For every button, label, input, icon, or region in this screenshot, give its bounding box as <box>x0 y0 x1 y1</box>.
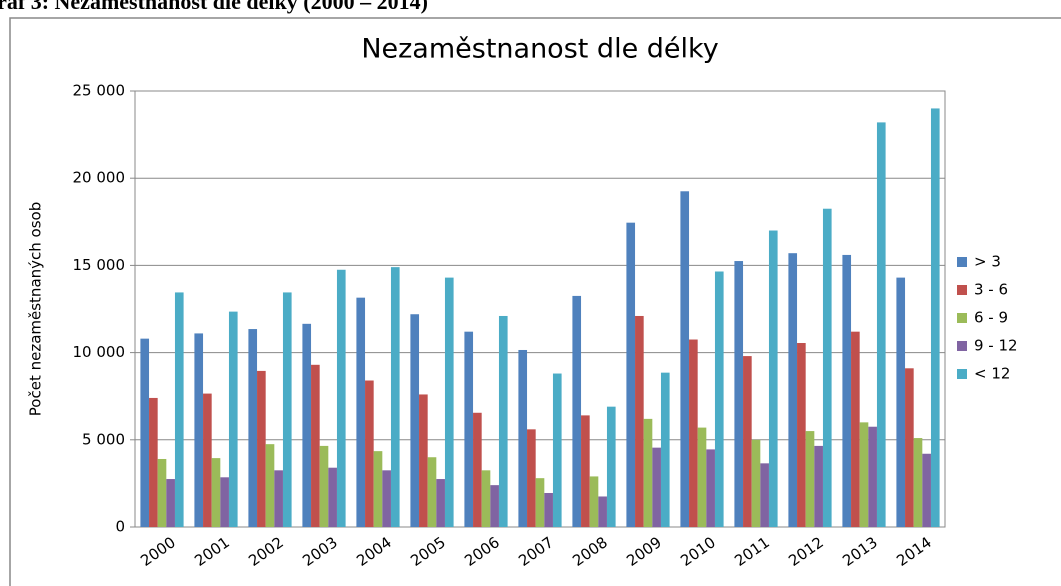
y-tick-label: 25 000 <box>73 82 126 100</box>
bar <box>652 447 661 527</box>
bar <box>140 338 150 527</box>
bar <box>282 292 292 527</box>
bar <box>598 496 607 527</box>
bar <box>714 271 724 527</box>
bar <box>464 331 474 527</box>
bar <box>436 479 445 527</box>
bar <box>851 331 860 527</box>
bar <box>149 397 158 527</box>
bar <box>768 230 778 527</box>
bar <box>302 323 312 527</box>
bar <box>814 445 823 527</box>
legend-label: 3 - 6 <box>974 281 1008 299</box>
bar <box>905 368 914 527</box>
bar <box>203 393 212 527</box>
legend-swatch <box>957 341 967 351</box>
bar <box>689 339 698 527</box>
y-tick-label: 10 000 <box>73 343 126 361</box>
legend-label: < 12 <box>974 365 1010 383</box>
bar <box>157 458 167 527</box>
bar <box>572 295 582 527</box>
y-tick-label: 15 000 <box>73 256 126 274</box>
bar <box>660 372 670 527</box>
bar <box>473 412 482 527</box>
bar <box>527 429 536 527</box>
bar <box>328 467 337 527</box>
bar <box>788 253 798 527</box>
bar <box>706 449 715 527</box>
bar <box>643 418 653 527</box>
bar <box>606 406 616 527</box>
bar <box>680 191 690 527</box>
bar <box>174 292 184 527</box>
bar <box>859 422 869 527</box>
bar <box>248 329 258 527</box>
bar <box>544 492 553 527</box>
bar <box>481 470 491 527</box>
bar <box>365 380 374 527</box>
bar <box>922 453 931 527</box>
bar <box>336 269 346 527</box>
bar <box>868 426 877 527</box>
legend-label: > 3 <box>974 253 1001 271</box>
bar <box>518 349 528 527</box>
chart-title: Nezaměstnanost dle délky <box>361 34 718 65</box>
bar <box>356 297 366 527</box>
bar <box>552 373 562 527</box>
bar <box>166 479 175 527</box>
bar <box>410 314 420 527</box>
legend-swatch <box>957 257 967 267</box>
bar <box>797 343 806 527</box>
bar <box>498 315 508 527</box>
legend-label: 6 - 9 <box>974 309 1008 327</box>
bar <box>805 431 815 527</box>
bar <box>635 315 644 527</box>
bar <box>390 267 400 527</box>
bar <box>743 356 752 527</box>
bar <box>842 254 852 527</box>
bar <box>734 261 744 527</box>
bar <box>589 476 599 527</box>
bar <box>581 415 590 527</box>
y-tick-label: 20 000 <box>73 169 126 187</box>
bar <box>697 427 707 527</box>
bar <box>444 277 454 527</box>
bar <box>311 364 320 527</box>
bar <box>760 463 769 527</box>
bar <box>265 444 275 527</box>
legend-swatch <box>957 285 967 295</box>
bar <box>319 445 329 527</box>
bar <box>490 485 499 527</box>
y-axis-label: Počet nezaměstnaných osob <box>27 202 45 416</box>
legend-label: 9 - 12 <box>974 337 1018 355</box>
bar <box>535 478 545 527</box>
bar <box>228 311 238 527</box>
y-tick-label: 5 000 <box>82 430 125 448</box>
bar <box>211 458 221 527</box>
bar <box>822 208 832 527</box>
legend-swatch <box>957 313 967 323</box>
bar <box>626 222 636 527</box>
bar <box>930 108 940 527</box>
bar <box>427 457 437 527</box>
bar <box>257 370 266 527</box>
y-tick-label: 0 <box>115 518 125 536</box>
bar <box>274 470 283 527</box>
bar <box>373 451 383 527</box>
bar <box>419 394 428 527</box>
bar <box>751 439 761 527</box>
legend-swatch <box>957 369 967 379</box>
bar <box>896 277 906 527</box>
bar <box>876 122 886 527</box>
bar <box>913 438 923 527</box>
bar <box>220 477 229 527</box>
bar <box>382 470 391 527</box>
bar <box>194 333 204 527</box>
caption: Graf 3: Nezaměstnanost dle délky (2000 –… <box>0 0 428 14</box>
